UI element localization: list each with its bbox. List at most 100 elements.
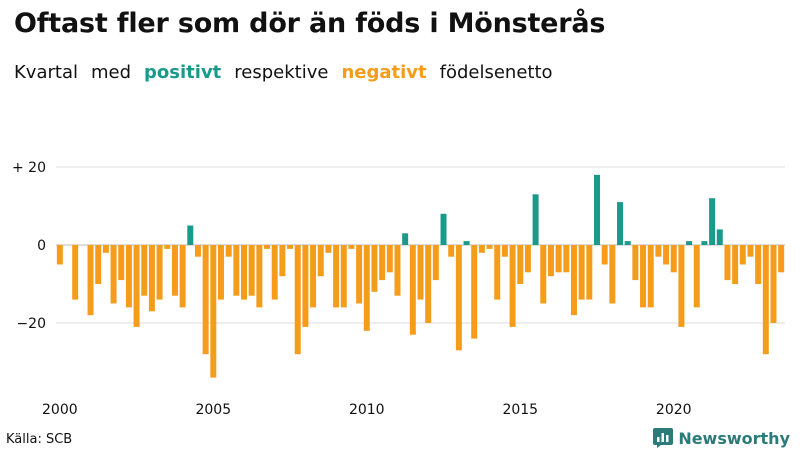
bar bbox=[110, 245, 117, 304]
bar bbox=[348, 245, 355, 249]
bar bbox=[463, 241, 470, 245]
bar bbox=[363, 245, 370, 331]
bar bbox=[340, 245, 347, 308]
x-tick-label: 2015 bbox=[502, 402, 538, 418]
bar bbox=[87, 245, 94, 316]
bar bbox=[210, 245, 217, 378]
bar bbox=[356, 245, 363, 304]
bar bbox=[317, 245, 324, 277]
bar bbox=[148, 245, 155, 312]
bar bbox=[95, 245, 102, 284]
bar bbox=[709, 198, 716, 245]
bar bbox=[217, 245, 224, 300]
bar bbox=[624, 241, 631, 245]
bar bbox=[440, 213, 447, 245]
newsworthy-logo-icon bbox=[653, 428, 674, 448]
bar bbox=[294, 245, 301, 355]
bar bbox=[125, 245, 132, 308]
bar bbox=[202, 245, 209, 355]
x-tick-label: 2020 bbox=[656, 402, 692, 418]
bar bbox=[601, 245, 608, 265]
x-axis-tick-labels: 2000 2005 2010 2015 2020 bbox=[42, 402, 692, 418]
bar bbox=[770, 245, 777, 323]
bar bbox=[164, 245, 171, 249]
bar bbox=[102, 245, 109, 253]
y-axis-tick-labels: + 20 0 −20 bbox=[12, 160, 46, 332]
x-tick-label: 2000 bbox=[42, 402, 78, 418]
bar bbox=[532, 194, 539, 245]
bar bbox=[724, 245, 731, 281]
bar bbox=[225, 245, 232, 257]
bar bbox=[678, 245, 685, 327]
subtitle-positive-highlight: positivt bbox=[144, 62, 222, 83]
bar bbox=[663, 245, 670, 265]
bar bbox=[256, 245, 263, 308]
bar bbox=[501, 245, 508, 257]
bar bbox=[670, 245, 677, 273]
bar bbox=[478, 245, 485, 253]
bar bbox=[448, 245, 455, 257]
bar bbox=[762, 245, 769, 355]
bar bbox=[693, 245, 700, 308]
bar bbox=[755, 245, 762, 284]
bar bbox=[333, 245, 340, 308]
bar bbox=[494, 245, 501, 300]
bar bbox=[264, 245, 271, 249]
subtitle-text-respektive: respektive bbox=[234, 62, 329, 83]
bar bbox=[402, 233, 409, 245]
bar bbox=[701, 241, 708, 245]
y-tick-label: −20 bbox=[16, 316, 46, 332]
bar bbox=[133, 245, 140, 327]
bar bbox=[432, 245, 439, 281]
source-note: Källa: SCB bbox=[6, 432, 73, 447]
bar bbox=[732, 245, 739, 284]
bar bbox=[171, 245, 178, 296]
bar bbox=[509, 245, 516, 327]
subtitle-text-fodelsenetto: födelsenetto bbox=[439, 62, 553, 83]
bar bbox=[310, 245, 317, 308]
bar bbox=[586, 245, 593, 300]
bar bbox=[578, 245, 585, 300]
bar bbox=[141, 245, 148, 296]
bar bbox=[455, 245, 462, 351]
y-tick-label: 0 bbox=[37, 238, 46, 254]
bar bbox=[632, 245, 639, 281]
bar bbox=[739, 245, 746, 265]
bar bbox=[547, 245, 554, 277]
bar bbox=[524, 245, 531, 273]
chart-subtitle: Kvartal med positivt respektive negativt föde… bbox=[14, 62, 566, 83]
bar bbox=[187, 225, 194, 245]
bar bbox=[287, 245, 294, 249]
bar bbox=[617, 202, 624, 245]
bar bbox=[325, 245, 332, 253]
bar bbox=[371, 245, 378, 292]
bar bbox=[655, 245, 662, 257]
bar bbox=[233, 245, 240, 296]
bar bbox=[118, 245, 125, 281]
bar bbox=[747, 245, 754, 257]
bar bbox=[302, 245, 309, 327]
bar bbox=[555, 245, 562, 273]
bar bbox=[640, 245, 647, 308]
bar bbox=[394, 245, 401, 296]
x-tick-label: 2005 bbox=[195, 402, 231, 418]
bar bbox=[517, 245, 524, 284]
chart-title: Oftast fler som dör än föds i Mönsterås bbox=[14, 8, 606, 39]
bar bbox=[486, 245, 493, 249]
bar bbox=[417, 245, 424, 300]
brand-logo: Newsworthy bbox=[653, 427, 790, 449]
bar bbox=[563, 245, 570, 273]
subtitle-negative-highlight: negativt bbox=[341, 62, 427, 83]
bar bbox=[570, 245, 577, 316]
bar bbox=[156, 245, 163, 300]
bar bbox=[686, 241, 693, 245]
bar bbox=[379, 245, 386, 281]
bar bbox=[241, 245, 247, 300]
subtitle-text-med: med bbox=[90, 62, 132, 83]
bar bbox=[647, 245, 654, 308]
x-tick-label: 2010 bbox=[349, 402, 385, 418]
bar bbox=[56, 245, 63, 265]
bar bbox=[594, 174, 600, 245]
bar bbox=[386, 245, 393, 273]
